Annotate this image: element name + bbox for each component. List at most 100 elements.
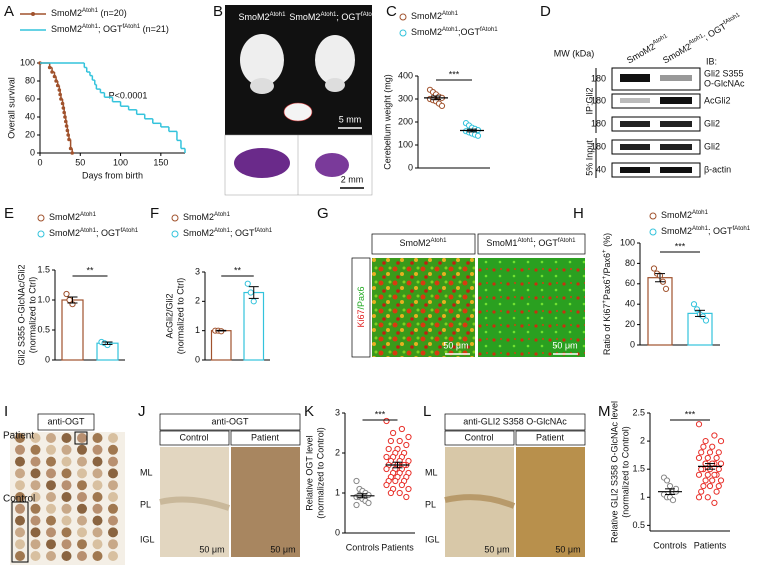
- data-point: [398, 481, 405, 489]
- legend-label-part: SmoM2: [49, 212, 80, 222]
- scale-label: 2 mm: [341, 174, 364, 184]
- panel-letter: D: [540, 3, 551, 20]
- data-point: [387, 437, 394, 445]
- band: [660, 97, 692, 104]
- legend-label: SmoM2Atoh1; OGTfAtoh1: [183, 227, 273, 238]
- tissue-core: [92, 444, 103, 455]
- band: [620, 144, 650, 150]
- tissue-core: [46, 551, 56, 561]
- panel-letter: J: [138, 403, 146, 420]
- legend-label-part: Atoh1: [214, 227, 231, 234]
- tissue-core: [77, 551, 87, 561]
- y-tick-label: 1.5: [37, 264, 50, 274]
- tissue-core: [108, 480, 118, 491]
- data-point: [717, 477, 725, 484]
- y-tick-label: 2.5: [632, 407, 645, 417]
- tissue-core: [15, 503, 25, 514]
- tissue-core: [15, 515, 25, 526]
- ihc-image: [516, 447, 585, 557]
- data-point: [383, 465, 390, 473]
- tissue-core: [30, 456, 41, 467]
- blot-label: Gli2: [704, 141, 720, 151]
- legend-label-part: Atoh1: [692, 225, 709, 232]
- y-axis-label-part: Ratio of Ki67: [602, 304, 612, 356]
- data-point: [669, 496, 677, 504]
- layer-label: ML: [425, 467, 438, 477]
- stain-label: Ki67/Pax6: [356, 286, 366, 327]
- tissue-core: [30, 515, 41, 526]
- y-axis-label: (normalized to Control): [315, 427, 325, 519]
- y-axis-label: (normalized to Ctrl): [27, 277, 37, 354]
- y-tick-label: 2: [195, 296, 200, 306]
- column-box: [159, 430, 230, 446]
- scale-label: 5 mm: [339, 114, 362, 124]
- lane-label-part: SmoM2: [625, 42, 657, 66]
- tissue-core: [92, 468, 103, 479]
- tissue-core: [30, 492, 41, 502]
- legend-marker: [649, 228, 657, 236]
- tissue-core: [77, 515, 87, 526]
- scale-label: 50 μm: [270, 544, 295, 554]
- panel-letter: H: [573, 205, 584, 222]
- y-axis-label: Ratio of Ki67+Pax6+/Pax6+ (%): [601, 233, 612, 355]
- legend-marker: [171, 230, 179, 238]
- y-axis-label-part: /Pax6: [602, 253, 612, 276]
- data-point: [711, 432, 718, 439]
- legend-label-part: SmoM2: [51, 24, 82, 34]
- panel-letter: L: [423, 403, 431, 420]
- panel-letter: I: [4, 403, 8, 420]
- y-axis-label: (normalized to Control): [620, 426, 630, 518]
- row-label: Patient: [3, 431, 34, 442]
- tissue-core: [61, 433, 72, 443]
- legend-marker: [37, 214, 45, 222]
- tissue-core: [46, 433, 56, 443]
- tissue-core: [46, 444, 56, 455]
- y-tick-label: 2: [640, 435, 645, 445]
- tissue-core: [30, 539, 41, 550]
- data-point: [717, 437, 725, 445]
- tissue-core: [15, 444, 25, 455]
- data-point: [650, 265, 658, 272]
- y-tick-label: 80: [25, 75, 35, 85]
- blot: [611, 116, 701, 132]
- blot-label: β-actin: [704, 164, 731, 174]
- panel-letter: A: [4, 3, 14, 20]
- ip-label: IP:Gli2: [584, 87, 594, 114]
- data-point: [63, 290, 70, 298]
- data-point: [405, 485, 412, 493]
- title-box: [444, 413, 586, 431]
- fluorescence-image: [478, 258, 585, 357]
- tissue-core: [92, 492, 103, 502]
- legend-label-part: fAtoh1: [122, 23, 140, 30]
- data-point: [711, 471, 718, 478]
- y-tick-label: 0: [195, 354, 200, 364]
- y-tick-label: 300: [398, 93, 413, 103]
- legend-marker: [171, 214, 179, 222]
- tissue-core: [61, 468, 72, 479]
- data-point: [715, 449, 722, 456]
- tissue-core: [108, 515, 118, 526]
- x-tick-label: Patients: [381, 542, 414, 552]
- image-title: anti-GLI2 S358 O-GlcNAc: [463, 416, 567, 426]
- legend-label-part: (n=20): [98, 8, 127, 18]
- column-label: Control: [179, 432, 208, 442]
- tissue-core: [92, 480, 103, 491]
- tissue-core: [108, 444, 118, 455]
- tissue-core: [77, 527, 87, 538]
- y-tick-label: 0.5: [37, 324, 50, 334]
- annotation: P<0.0001: [109, 90, 148, 100]
- data-point: [713, 488, 720, 495]
- y-tick-label: 0: [408, 162, 413, 172]
- image-header-part: fAtoh1: [558, 237, 576, 244]
- blot: [611, 139, 701, 155]
- legend-label-part: SmoM2: [661, 226, 692, 236]
- legend-label: SmoM2Atoh1; OGTfAtoh1: [49, 227, 139, 238]
- tissue-core: [108, 468, 118, 479]
- tissue-core: [46, 503, 56, 514]
- tissue-core: [15, 551, 25, 561]
- highlight-box: [74, 431, 88, 445]
- data-point: [704, 471, 711, 478]
- header-box: [371, 233, 476, 255]
- x-tick-label: Controls: [653, 540, 687, 550]
- tissue-core: [61, 492, 72, 502]
